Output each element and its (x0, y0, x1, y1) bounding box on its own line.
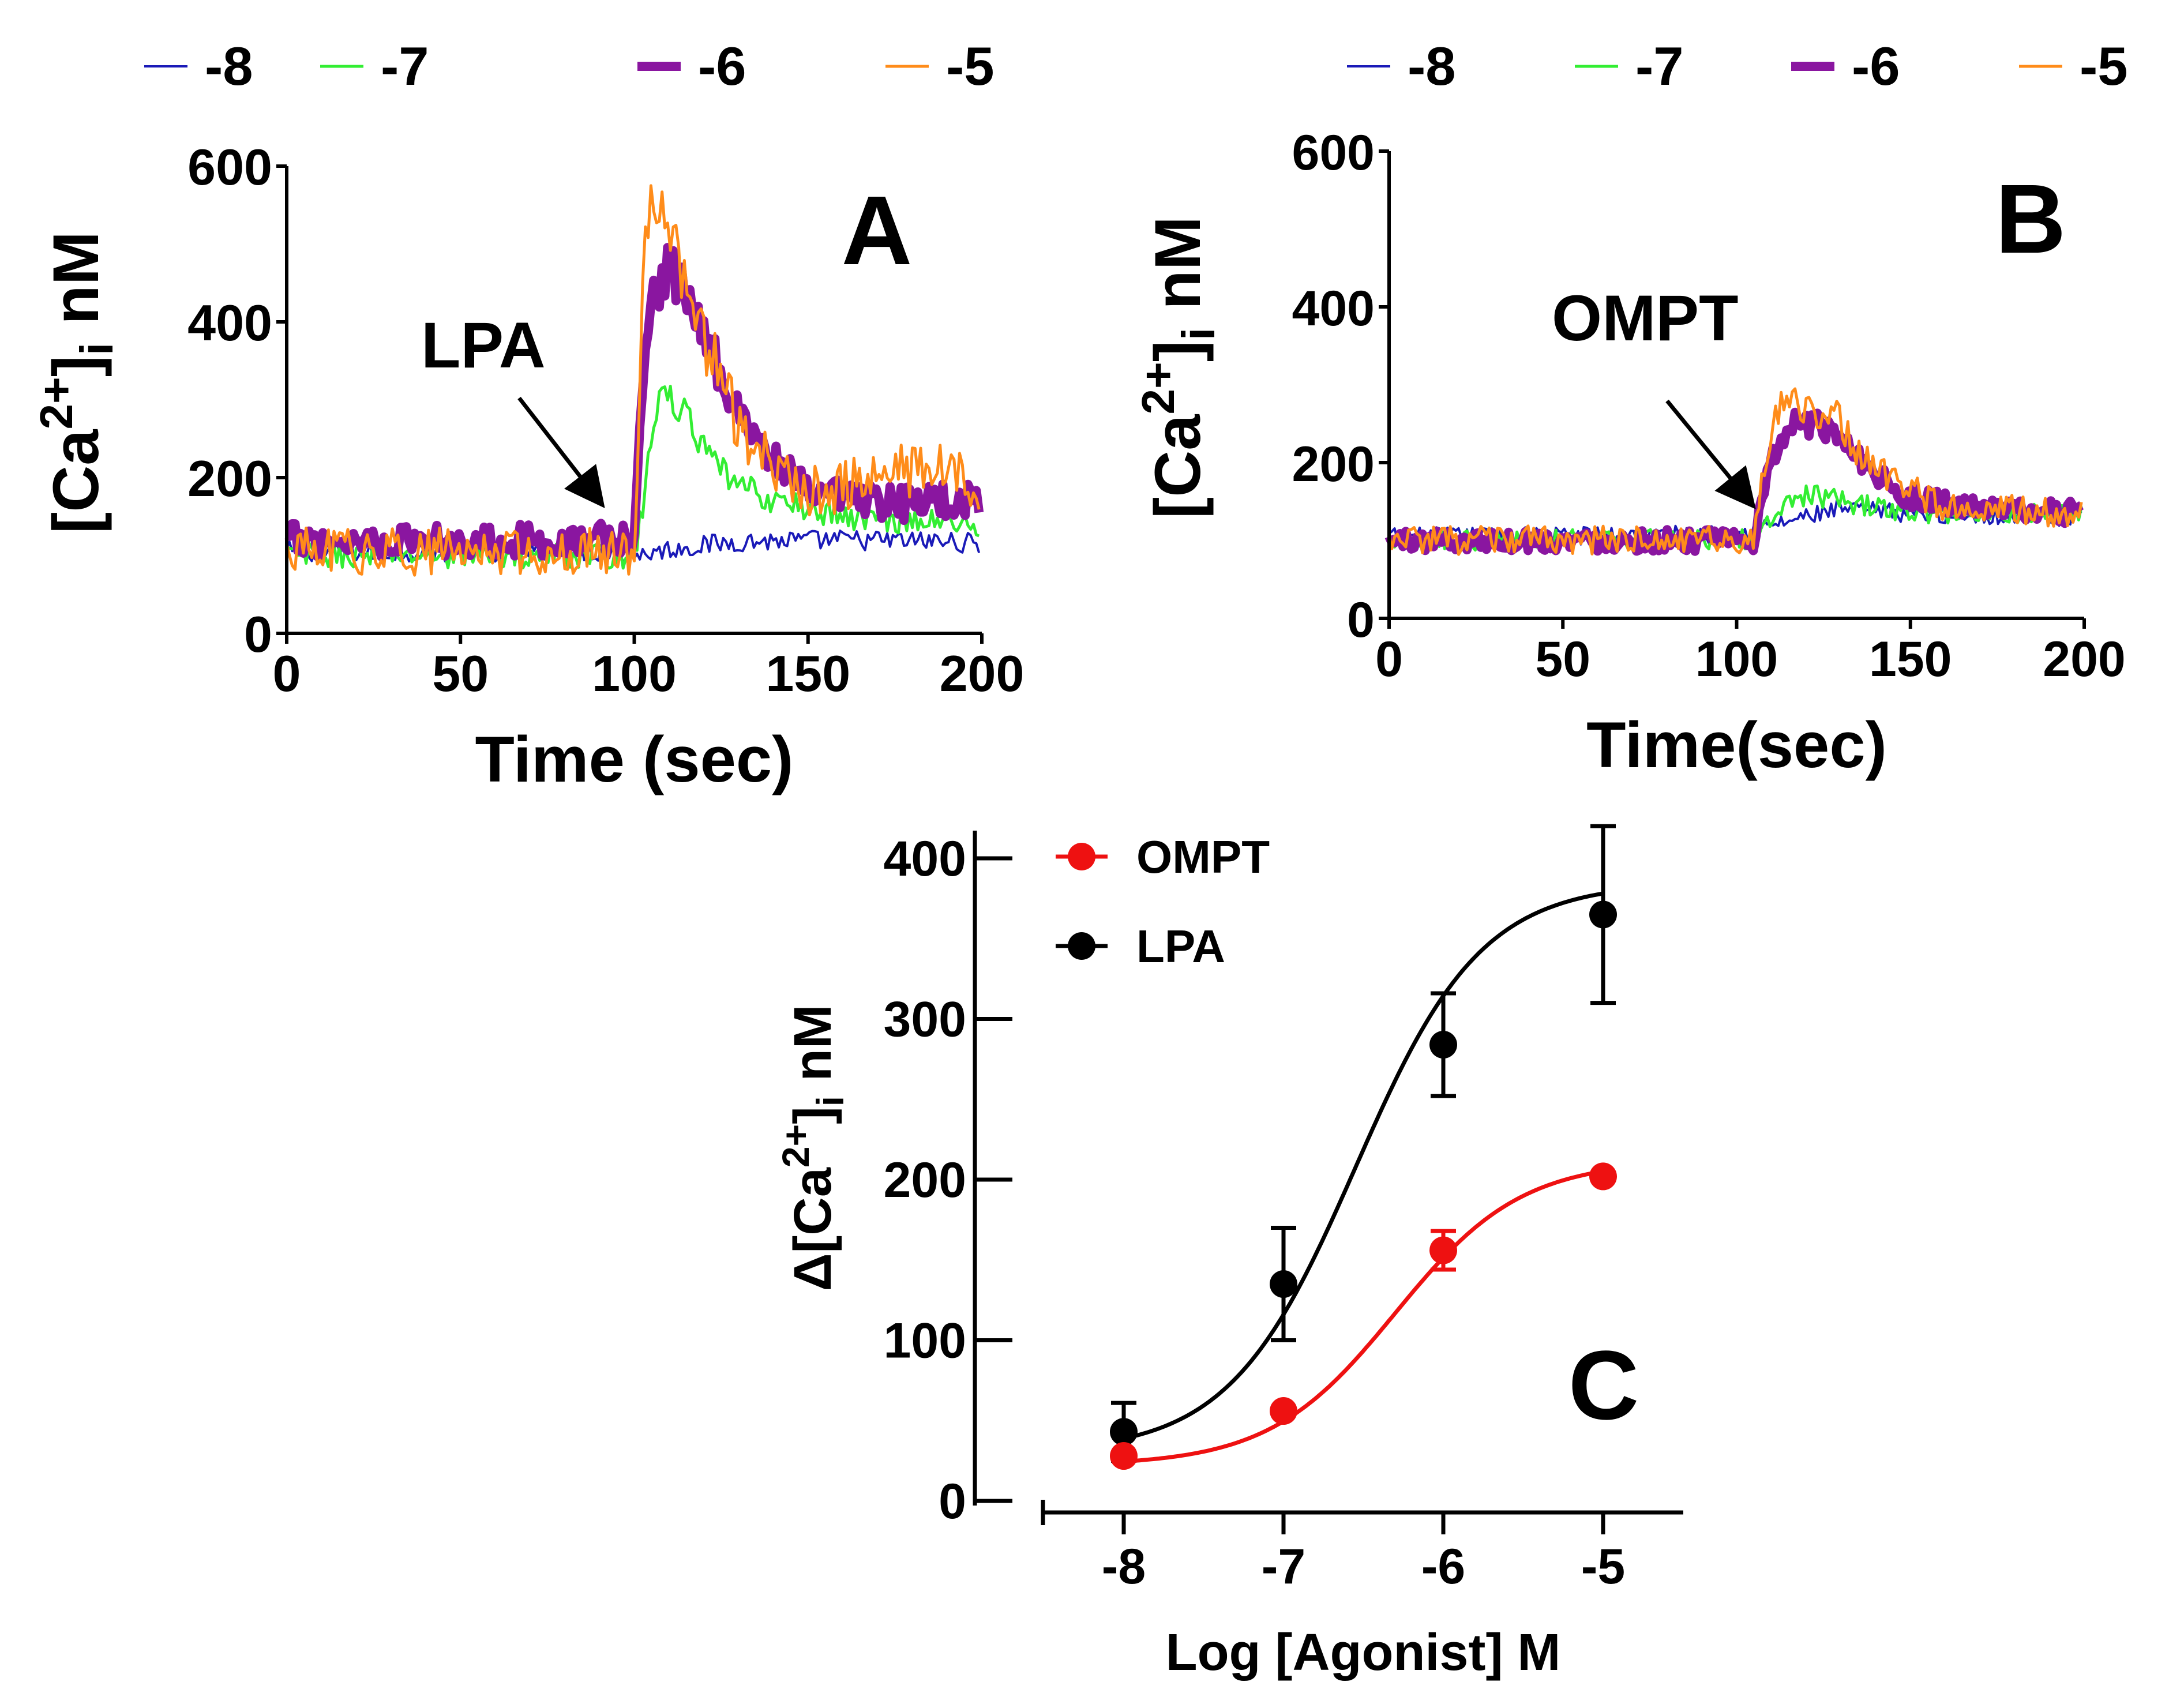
x-tick-label-b-2: 100 (1695, 632, 1778, 687)
legend-label-b-0: -8 (1408, 36, 1456, 96)
stimulus-arrow-b (1665, 399, 1756, 509)
x-tick-label-a-4: 200 (940, 645, 1025, 702)
y-tick-label-c-1: 100 (884, 1313, 967, 1369)
legend-label-a-1: -7 (381, 36, 429, 96)
y-axis-label-prefix: [Ca (1142, 414, 1214, 519)
legend-marker-c-1 (1068, 932, 1095, 960)
y-axis-label-sup: 2+ (1132, 362, 1184, 414)
y-axis-label-mid: ] (40, 355, 112, 377)
y-axis-label-sub: i (809, 1096, 851, 1106)
x-tick-label-a-2: 100 (592, 645, 677, 702)
y-axis-label-prefix: Δ[Ca (783, 1167, 842, 1291)
x-tick-label-a-0: 0 (273, 645, 301, 702)
x-tick-label-b-3: 150 (1869, 632, 1952, 687)
trace-a--6 (284, 243, 984, 561)
data-point-lpa-2 (1429, 1031, 1457, 1059)
x-tick-label-b-1: 50 (1535, 632, 1590, 687)
x-tick-label-b-0: 0 (1375, 632, 1403, 687)
y-tick-label-c-2: 200 (884, 1153, 967, 1208)
y-tick-label-b-1: 200 (1292, 437, 1375, 492)
x-tick-label-c-1: -7 (1262, 1539, 1305, 1594)
x-tick-label-c-3: -5 (1581, 1539, 1625, 1594)
legend-label-b-2: -6 (1852, 36, 1900, 96)
x-tick-label-c-2: -6 (1421, 1539, 1465, 1594)
data-point-lpa-1 (1270, 1270, 1297, 1298)
x-tick-label-c-0: -8 (1102, 1539, 1146, 1594)
data-point-ompt-0 (1110, 1442, 1138, 1470)
x-tick-label-a-1: 50 (432, 645, 489, 702)
y-axis-label-c: Δ[Ca2+]i nM (774, 1004, 851, 1291)
panel-b: -8 -7 -6 -5 0 50 100 150 200 0 200 400 600 Time(sec) [… (1132, 36, 2128, 781)
legend-label-b-1: -7 (1635, 36, 1684, 96)
data-point-lpa-0 (1110, 1418, 1138, 1446)
data-point-ompt-1 (1270, 1397, 1297, 1425)
panel-label-c: C (1568, 1331, 1639, 1440)
x-axis-label-c: Log [Agonist] M (1166, 1624, 1561, 1681)
y-axis-label-sup: 2+ (774, 1124, 817, 1168)
legend-label-a-0: -8 (205, 36, 253, 96)
legend-label-c-1: LPA (1136, 921, 1225, 972)
y-axis-label-a: [Ca2+]i nM (31, 231, 122, 534)
y-tick-label-b-0: 0 (1347, 592, 1375, 648)
y-axis-label-mid: ] (783, 1106, 842, 1124)
y-tick-label-a-1: 200 (187, 450, 272, 507)
panel-a: -8 -7 -6 -5 0 50 100 150 200 0 200 400 600 Time (sec)… (31, 36, 1024, 795)
legend-label-b-3: -5 (2080, 36, 2128, 96)
y-axis-label-mid: ] (1142, 340, 1214, 362)
y-tick-label-a-0: 0 (244, 606, 272, 663)
panel-label-a: A (842, 176, 913, 286)
x-tick-label-a-3: 150 (765, 645, 850, 702)
y-tick-label-c-0: 0 (939, 1474, 966, 1529)
legend-label-c-0: OMPT (1136, 831, 1270, 883)
y-axis-label-suffix: nM (40, 231, 112, 343)
data-point-ompt-2 (1429, 1236, 1457, 1264)
y-axis-label-b: [Ca2+]i nM (1132, 216, 1224, 519)
y-axis-label-suffix: nM (1142, 216, 1214, 328)
legend-label-a-3: -5 (946, 36, 995, 96)
y-tick-label-b-2: 400 (1292, 281, 1375, 336)
legend-marker-c-0 (1068, 843, 1095, 870)
panel-c: 0 100 200 300 400 -8 -7 -6 -5 Log [Agonist] M Δ[Ca… (774, 824, 1683, 1681)
stimulus-label-a: LPA (421, 309, 546, 381)
x-axis-label-b: Time(sec) (1586, 709, 1887, 781)
trace-b--5 (1387, 387, 2083, 556)
stimulus-label-b: OMPT (1552, 282, 1739, 354)
y-tick-label-a-3: 600 (187, 138, 272, 196)
y-axis-label-sup: 2+ (31, 377, 82, 429)
panel-label-b: B (1995, 164, 2066, 274)
x-axis-label-a: Time (sec) (475, 723, 794, 795)
y-tick-label-c-3: 300 (884, 992, 967, 1048)
y-axis-label-prefix: [Ca (40, 429, 112, 534)
x-tick-label-b-4: 200 (2043, 632, 2126, 687)
y-tick-label-b-3: 600 (1292, 125, 1375, 181)
y-tick-label-c-4: 400 (884, 831, 967, 887)
y-axis-label-suffix: nM (783, 1004, 842, 1095)
legend-label-a-2: -6 (698, 36, 746, 96)
y-axis-label-sub: i (1173, 328, 1224, 340)
y-axis-label-sub: i (71, 343, 122, 355)
fit-curve-ompt (1123, 1169, 1604, 1464)
y-tick-label-a-2: 400 (187, 294, 272, 351)
trace-a--5 (285, 184, 981, 577)
stimulus-arrow-a (517, 396, 605, 509)
trace-b--6 (1384, 407, 2084, 556)
data-point-lpa-3 (1589, 900, 1617, 929)
data-point-ompt-3 (1589, 1162, 1617, 1191)
fit-curve-lpa (1123, 891, 1604, 1441)
